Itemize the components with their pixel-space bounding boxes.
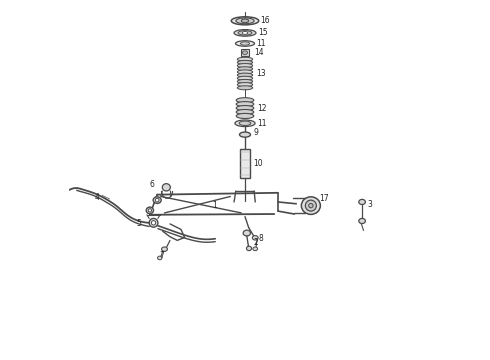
Ellipse shape [246, 246, 251, 251]
Ellipse shape [234, 30, 256, 36]
Ellipse shape [236, 102, 254, 107]
Ellipse shape [243, 230, 250, 236]
Ellipse shape [235, 120, 255, 127]
Ellipse shape [151, 221, 156, 225]
Text: 11: 11 [256, 39, 266, 48]
Ellipse shape [155, 198, 159, 202]
Ellipse shape [359, 219, 366, 224]
Ellipse shape [237, 67, 253, 71]
Ellipse shape [238, 31, 252, 35]
Text: 2: 2 [253, 238, 258, 247]
Text: 9: 9 [253, 128, 258, 137]
Ellipse shape [237, 86, 253, 90]
Ellipse shape [162, 184, 171, 191]
Ellipse shape [241, 42, 249, 45]
Text: 8: 8 [259, 234, 264, 243]
Text: 5: 5 [136, 219, 141, 228]
Text: 7: 7 [159, 251, 164, 260]
Ellipse shape [252, 236, 258, 240]
Text: 16: 16 [260, 16, 270, 25]
Bar [240, 149, 250, 178]
Text: 1: 1 [212, 201, 217, 210]
Ellipse shape [305, 200, 317, 211]
Ellipse shape [162, 247, 168, 251]
Ellipse shape [240, 132, 250, 137]
Ellipse shape [237, 82, 253, 87]
Text: 6: 6 [150, 180, 155, 189]
Text: 11: 11 [257, 119, 266, 128]
Text: 4: 4 [95, 193, 100, 202]
Text: 12: 12 [257, 104, 267, 113]
Bar [242, 49, 248, 56]
Ellipse shape [236, 18, 254, 24]
Ellipse shape [237, 60, 253, 64]
Ellipse shape [253, 247, 258, 251]
Text: 17: 17 [319, 194, 329, 203]
Ellipse shape [153, 197, 161, 203]
Ellipse shape [231, 17, 259, 25]
Ellipse shape [237, 80, 253, 84]
Ellipse shape [149, 219, 158, 227]
Ellipse shape [236, 98, 254, 103]
Ellipse shape [243, 51, 247, 54]
Ellipse shape [237, 70, 253, 74]
Ellipse shape [309, 203, 313, 208]
Ellipse shape [236, 109, 254, 114]
Ellipse shape [301, 197, 320, 215]
Text: 15: 15 [258, 28, 268, 37]
Ellipse shape [359, 199, 366, 204]
Ellipse shape [237, 57, 253, 61]
Text: 10: 10 [253, 159, 263, 168]
Ellipse shape [239, 121, 251, 126]
Ellipse shape [158, 256, 162, 260]
Ellipse shape [237, 64, 253, 68]
Ellipse shape [237, 73, 253, 77]
Ellipse shape [242, 31, 248, 34]
Text: 13: 13 [256, 69, 266, 78]
Ellipse shape [236, 113, 254, 118]
Ellipse shape [236, 105, 254, 111]
Ellipse shape [242, 19, 248, 23]
Ellipse shape [146, 207, 153, 214]
Ellipse shape [237, 76, 253, 80]
Ellipse shape [236, 41, 254, 46]
Text: 14: 14 [254, 48, 264, 57]
Ellipse shape [148, 209, 151, 212]
Text: 3: 3 [368, 201, 372, 210]
